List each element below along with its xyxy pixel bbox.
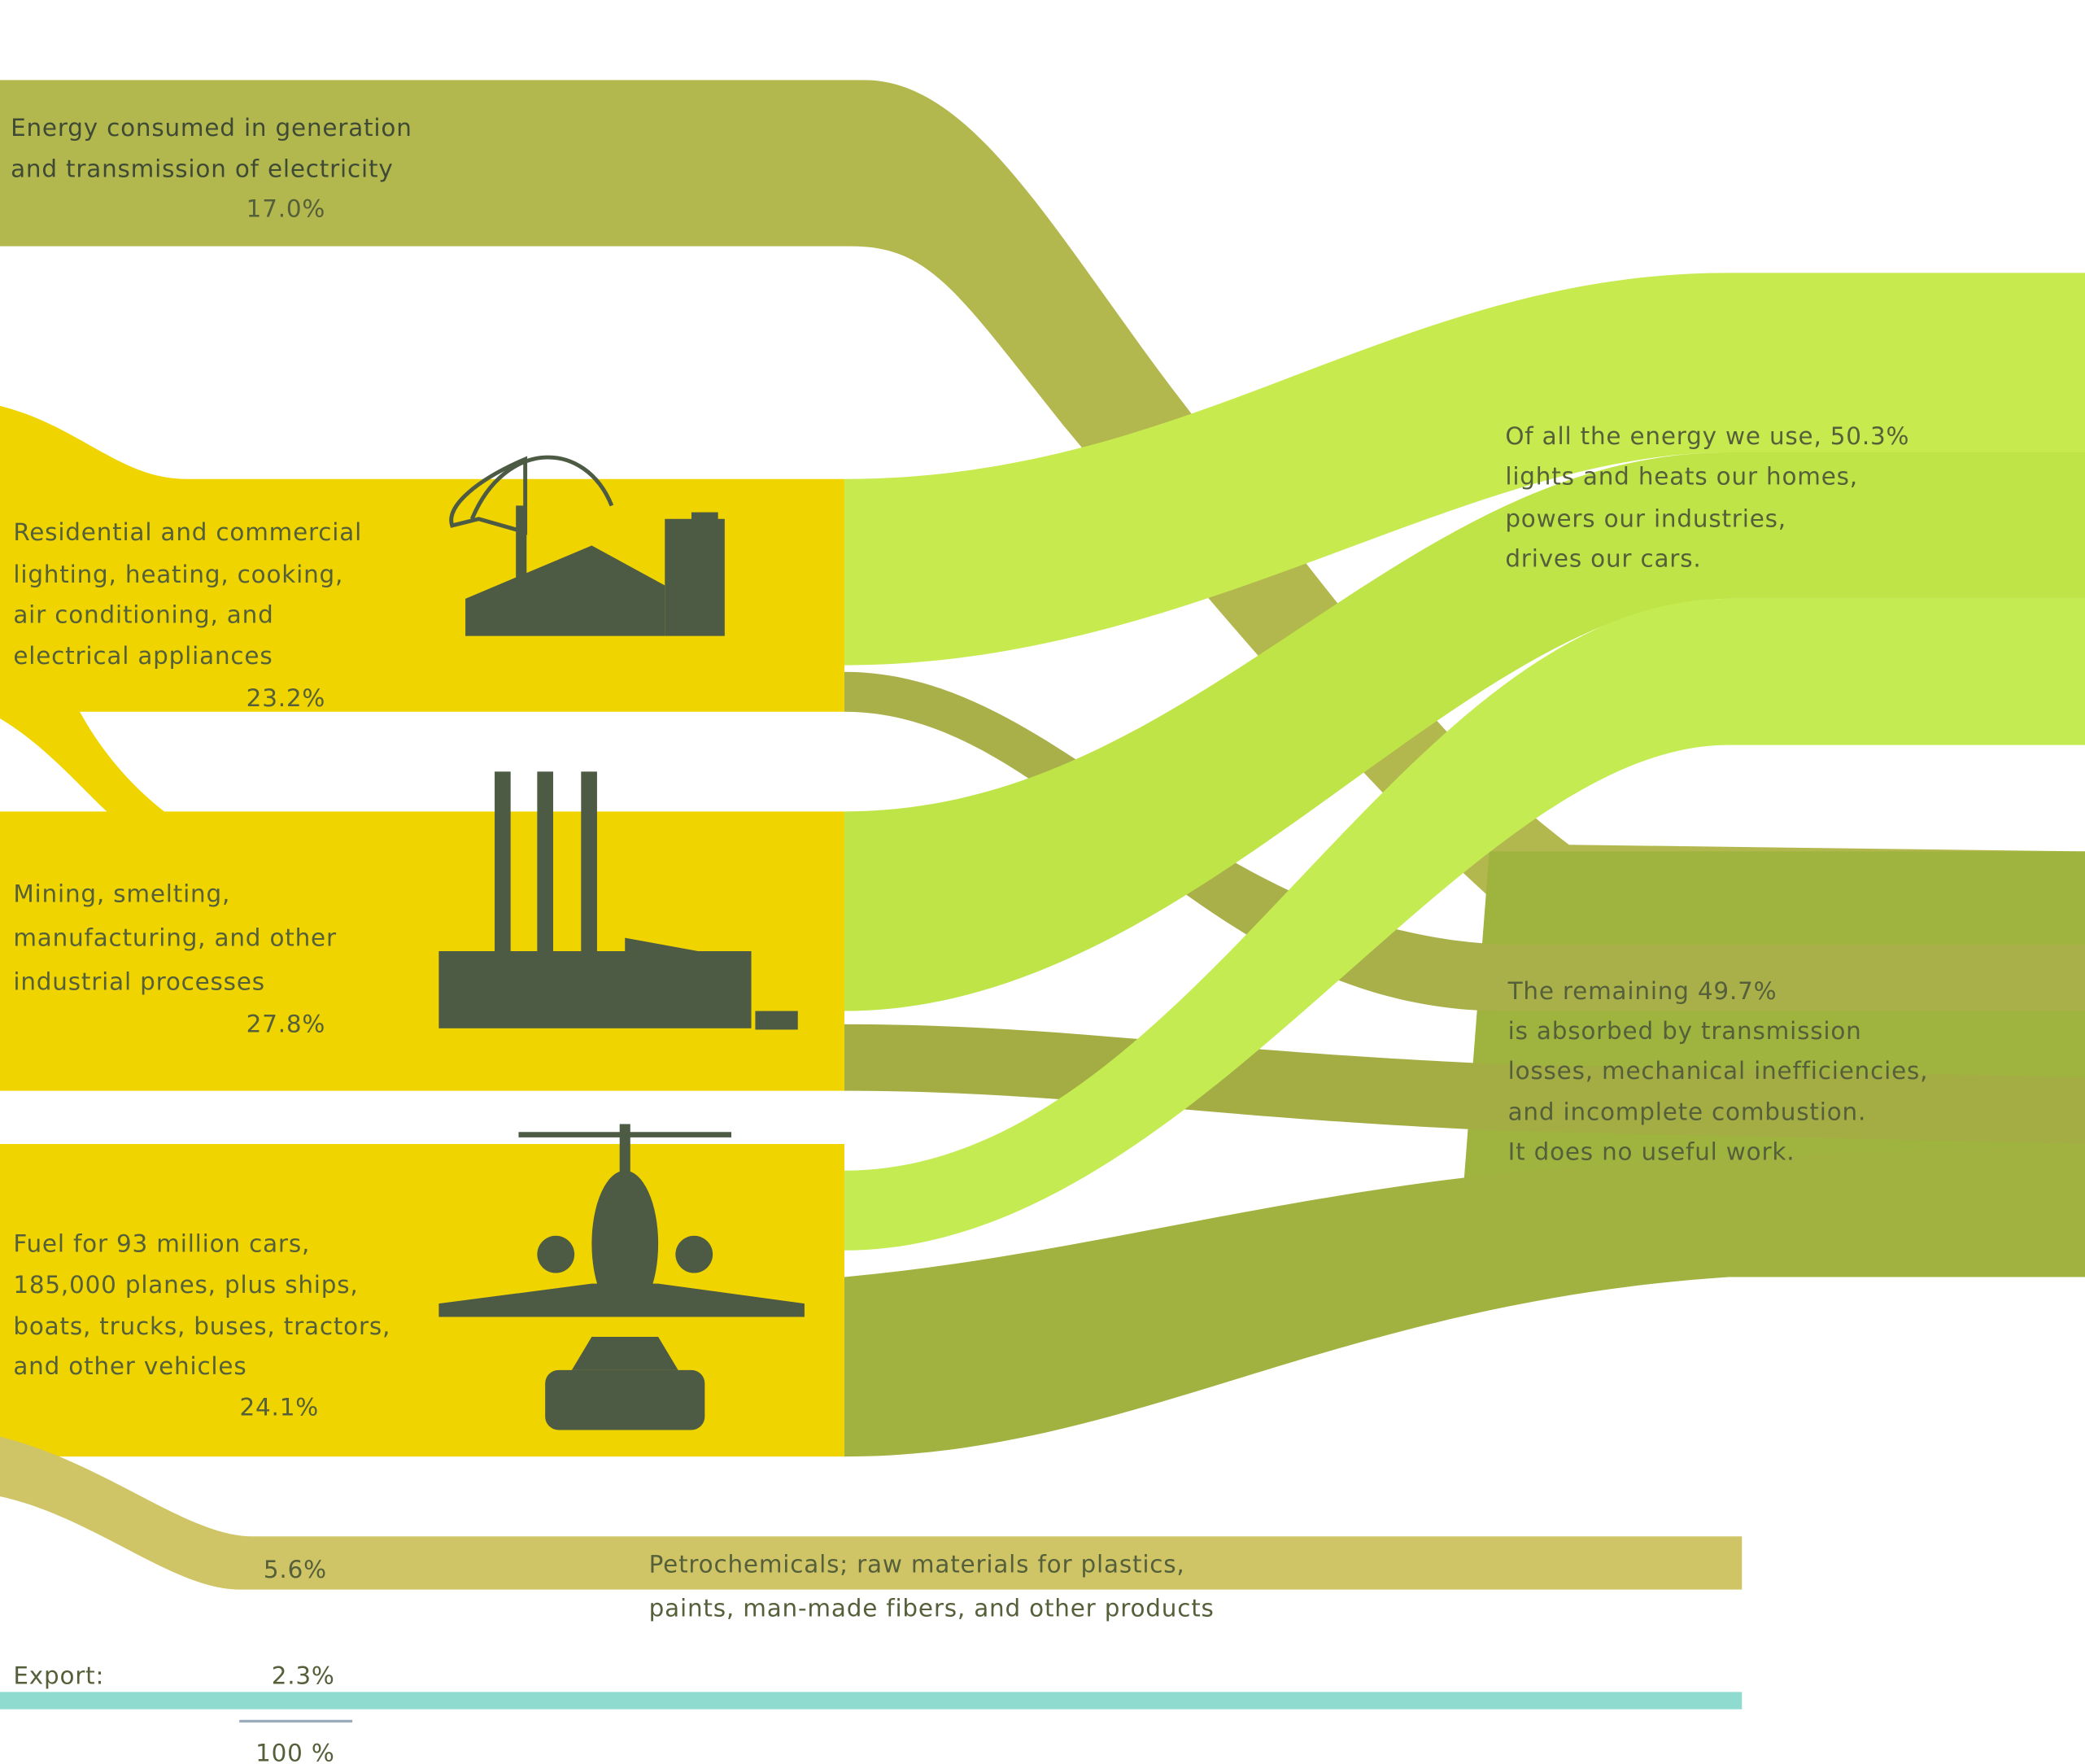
page: Energy consumed in generation and transm… bbox=[0, 0, 2085, 1764]
export-label: Export: bbox=[13, 1662, 104, 1690]
label-line: industrial processes bbox=[13, 967, 265, 995]
value: 23.2% bbox=[246, 684, 326, 712]
value: 27.8% bbox=[246, 1011, 326, 1038]
value: 24.1% bbox=[240, 1393, 320, 1421]
energy-flow-diagram: Energy consumed in generation and transm… bbox=[0, 0, 2085, 1764]
label-line: manufacturing, and other bbox=[13, 923, 337, 951]
label-line: and transmission of electricity bbox=[11, 155, 393, 183]
label-line: and incomplete combustion. bbox=[1508, 1098, 1867, 1126]
label-line: paints, man-made fibers, and other produ… bbox=[649, 1594, 1215, 1622]
label-line: is absorbed by transmission bbox=[1508, 1017, 1862, 1045]
label-line: and other vehicles bbox=[13, 1352, 246, 1380]
label-line: Fuel for 93 million cars, bbox=[13, 1229, 310, 1257]
label-line: Petrochemicals; raw materials for plasti… bbox=[649, 1550, 1185, 1578]
label-line: lighting, heating, cooking, bbox=[13, 561, 343, 588]
label-line: drives our cars. bbox=[1505, 545, 1701, 573]
label-line: The remaining 49.7% bbox=[1507, 977, 1777, 1005]
label-line: losses, mechanical inefficiencies, bbox=[1508, 1057, 1929, 1085]
label-line: electrical appliances bbox=[13, 642, 273, 670]
label-line: Of all the energy we use, 50.3% bbox=[1505, 422, 1909, 450]
label-line: Energy consumed in generation bbox=[11, 114, 412, 142]
label-line: lights and heats our homes, bbox=[1505, 462, 1858, 490]
label-line: Residential and commercial bbox=[13, 518, 362, 546]
flow-export bbox=[0, 1692, 1742, 1709]
value: 5.6% bbox=[264, 1556, 327, 1583]
label-line: powers our industries, bbox=[1505, 505, 1786, 533]
label-line: boats, trucks, buses, tractors, bbox=[13, 1312, 390, 1340]
label-line: Mining, smelting, bbox=[13, 880, 230, 908]
label-line: 185,000 planes, plus ships, bbox=[13, 1271, 358, 1299]
value: 17.0% bbox=[246, 195, 326, 223]
label-line: It does no useful work. bbox=[1508, 1138, 1795, 1166]
label-line: air conditioning, and bbox=[13, 600, 273, 628]
value: 2.3% bbox=[272, 1662, 335, 1690]
total: 100 % bbox=[255, 1739, 335, 1764]
